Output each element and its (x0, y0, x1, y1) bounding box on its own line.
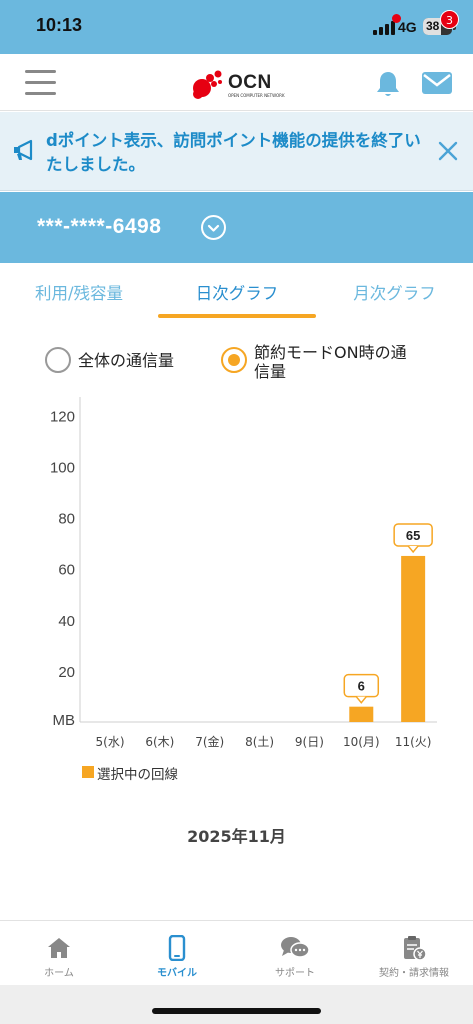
x-tick-label: 11(火) (395, 735, 432, 749)
radio-total-usage[interactable] (45, 347, 71, 373)
billing-icon (404, 936, 427, 961)
nav-home-label: ホーム (44, 968, 74, 979)
radio-total-usage-label[interactable]: 全体の通信量 (78, 351, 175, 370)
line-number[interactable]: ***-****-6498 (37, 215, 162, 238)
bar (401, 555, 426, 722)
megaphone-icon (14, 139, 33, 161)
radio-saving-mode-label-line2: 信量 (254, 362, 287, 381)
mail-icon[interactable] (422, 72, 452, 94)
y-tick-label: 40 (58, 613, 75, 630)
period-label: 2025年11月 (187, 827, 286, 846)
ocn-logo-mark-icon (193, 70, 222, 99)
x-tick-label: 9(日) (295, 735, 324, 749)
tab-usage-remaining[interactable]: 利用/残容量 (34, 284, 124, 303)
x-tick-label: 7(金) (195, 734, 224, 749)
graph-tabs: 利用/残容量 日次グラフ 月次グラフ (0, 263, 473, 320)
x-tick-label: 5(水) (96, 735, 125, 749)
notification-dot (392, 14, 401, 23)
close-icon[interactable] (437, 140, 459, 162)
nav-mobile[interactable]: モバイル (118, 921, 236, 985)
signal-icon (373, 21, 395, 35)
home-indicator-area (0, 985, 473, 1024)
y-tick-label: 20 (58, 664, 75, 681)
notification-bell-icon[interactable] (375, 70, 401, 98)
data-label: 65 (406, 528, 420, 543)
legend-swatch (82, 766, 94, 778)
notice-banner[interactable] (0, 112, 473, 191)
radio-saving-mode-label[interactable]: 節約モードON時の通 信量 (254, 343, 407, 381)
y-tick-label: 80 (58, 511, 75, 528)
logo-text: OCN (228, 72, 272, 93)
tab-monthly-graph[interactable]: 月次グラフ (353, 284, 436, 303)
data-label-pointer (407, 545, 419, 554)
nav-support[interactable]: サポート (236, 921, 354, 985)
mail-badge: 3 (440, 10, 459, 29)
nav-support-label: サポート (275, 968, 315, 979)
y-unit-label: MB (53, 712, 76, 729)
y-tick-label: 100 (50, 460, 75, 477)
nav-home[interactable]: ホーム (0, 921, 118, 985)
mobile-icon (168, 935, 186, 961)
app-header: OCN OPEN COMPUTER NETWORK (0, 54, 473, 111)
home-icon (48, 938, 70, 958)
ocn-logo[interactable]: OCN OPEN COMPUTER NETWORK (190, 68, 286, 102)
line-selector-bar[interactable] (0, 192, 473, 263)
radio-saving-mode-label-line1: 節約モードON時の通 (254, 343, 407, 362)
data-label: 6 (358, 679, 365, 694)
nav-billing-label: 契約・請求情報 (379, 968, 449, 979)
tab-daily-graph[interactable]: 日次グラフ (195, 284, 279, 303)
home-indicator (152, 1008, 321, 1014)
data-label-pointer (355, 696, 367, 704)
notice-text[interactable]: dポイント表示、訪問ポイント機能の提供を終了いたしました。 (46, 131, 421, 174)
logo-subtext: OPEN COMPUTER NETWORK (228, 93, 285, 98)
line-select-toggle[interactable] (201, 215, 226, 240)
y-tick-label: 120 (50, 408, 75, 425)
chart-svg: 20 40 60 80 100 120 MB 5(水) 6(木) 7(金) 8(土) 9(日) 10(月… (50, 397, 437, 749)
chat-icon (281, 937, 310, 958)
status-time: 10:13 (36, 15, 83, 35)
bar (349, 706, 374, 722)
y-tick-label: 60 (58, 562, 75, 579)
network-type: 4G (398, 19, 417, 35)
x-tick-label: 10(月) (343, 735, 380, 749)
bottom-nav: ホーム モバイル サポート 契約・請求情報 (0, 920, 473, 984)
x-tick-label: 8(土) (245, 735, 274, 749)
nav-mobile-label: モバイル (157, 968, 197, 979)
radio-saving-mode-usage[interactable] (221, 347, 247, 373)
battery-level: 38 (426, 19, 440, 33)
active-tab-indicator (158, 314, 316, 318)
hamburger-menu-button[interactable] (25, 70, 56, 96)
legend-label: 選択中の回線 (97, 767, 178, 783)
daily-usage-chart: 20 40 60 80 100 120 MB 5(水) 6(木) 7(金) 8(土) 9(日) 10(月… (0, 395, 473, 790)
x-tick-label: 6(木) (145, 735, 174, 749)
chevron-down-icon (207, 224, 220, 232)
nav-billing[interactable]: 契約・請求情報 (355, 921, 473, 985)
